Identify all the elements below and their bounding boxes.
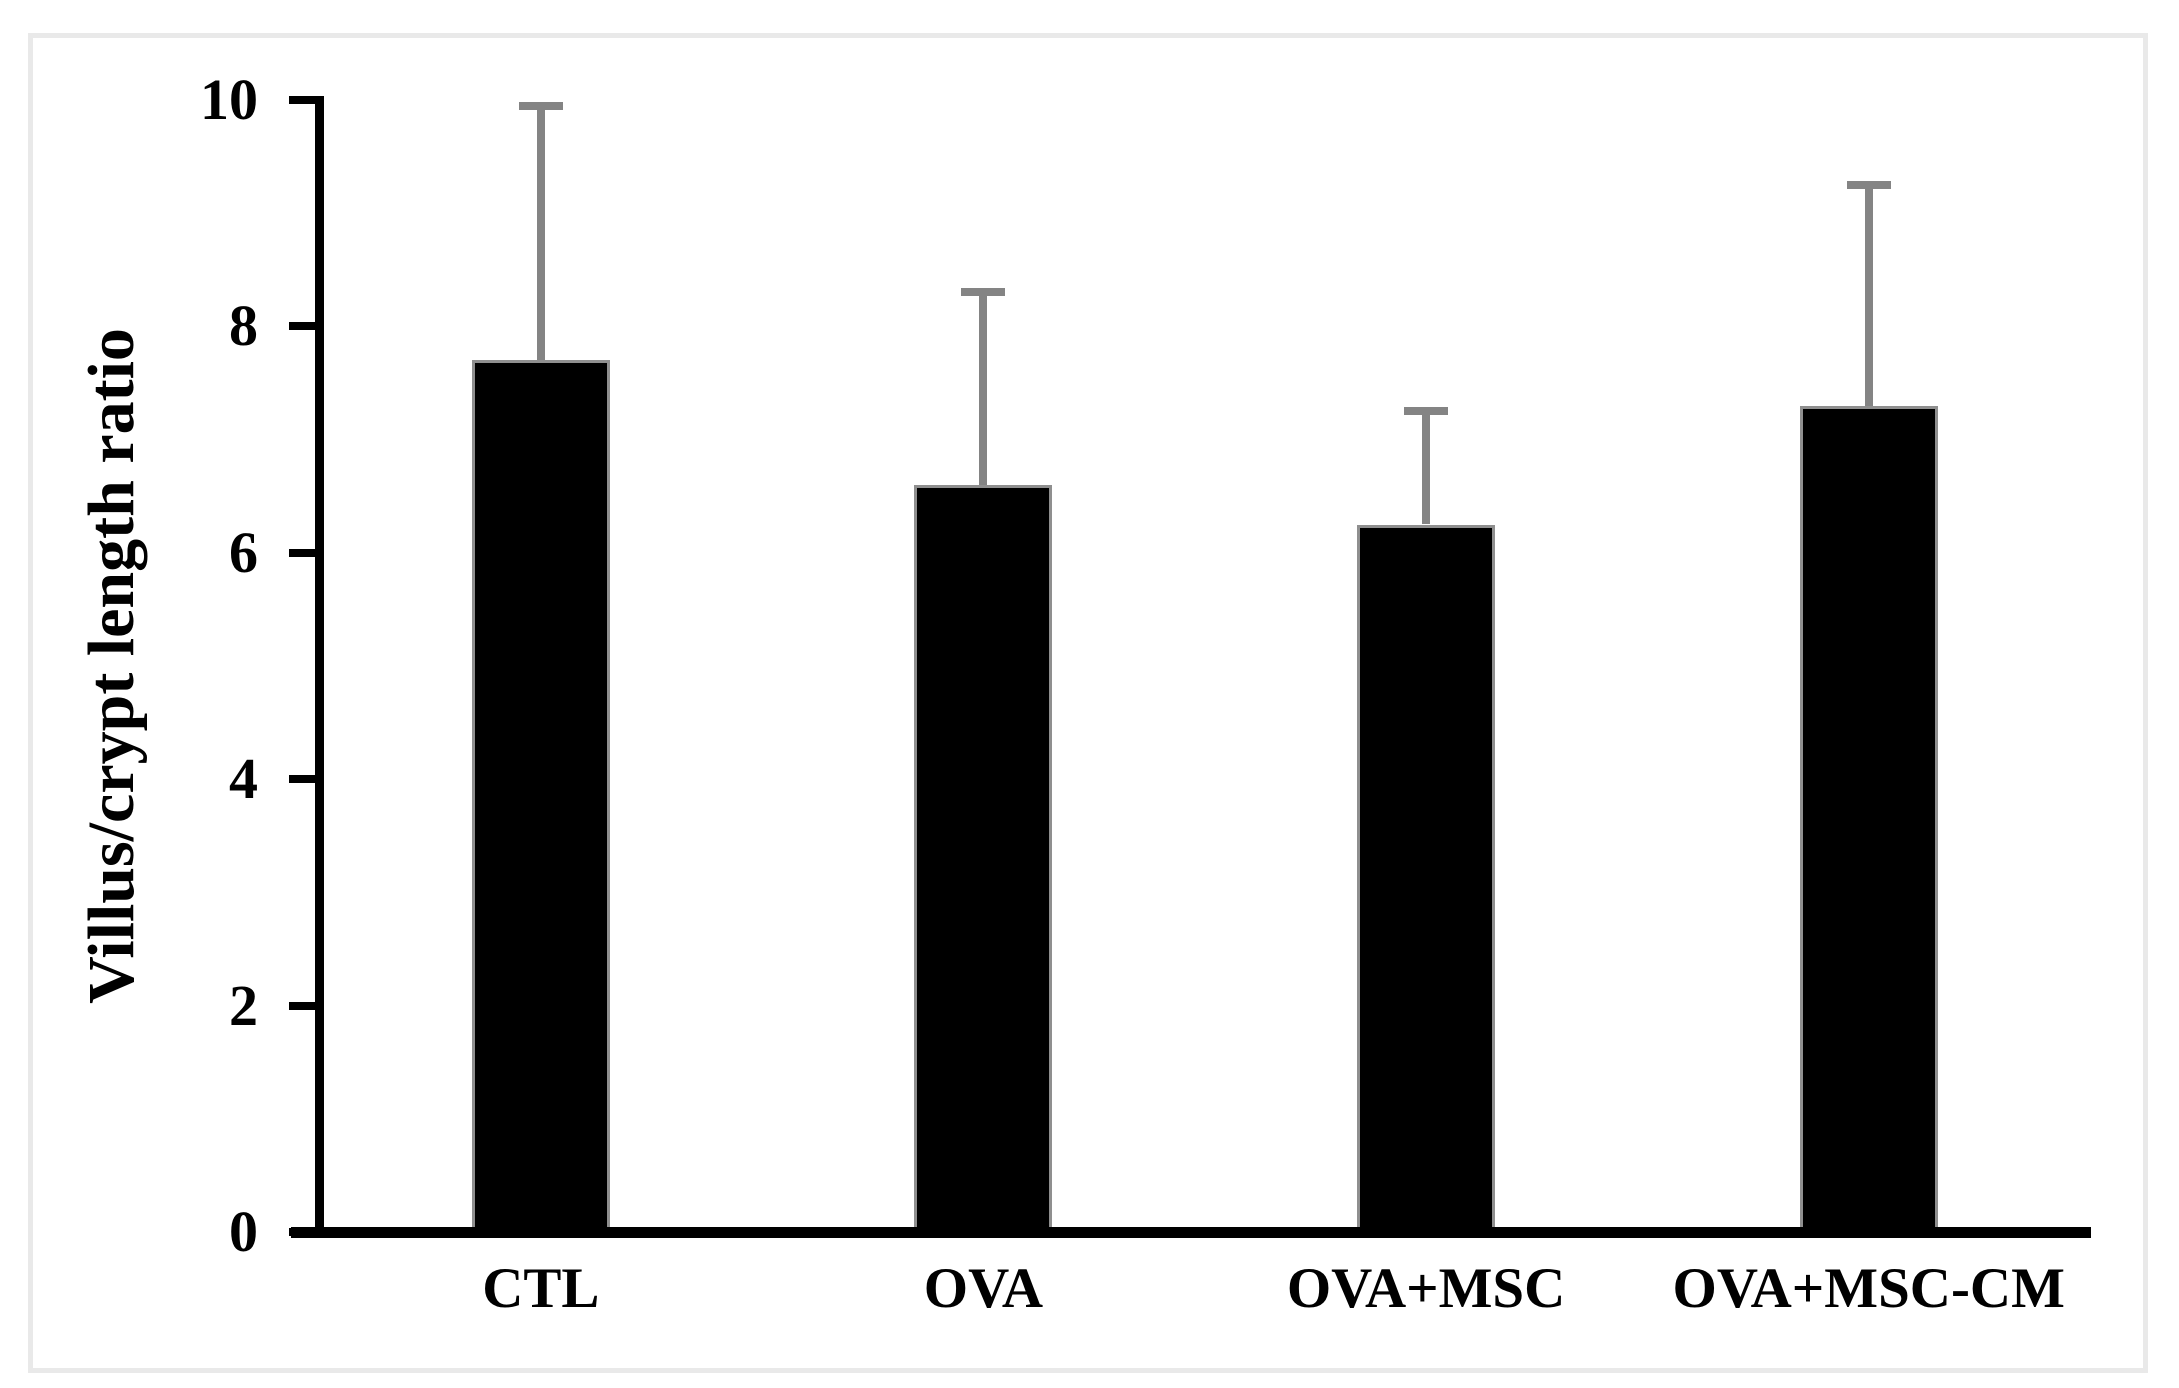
error-bar-line bbox=[1864, 184, 1873, 406]
error-bar-line bbox=[1422, 411, 1431, 525]
y-tick-label: 4 bbox=[229, 746, 258, 812]
error-bar-cap bbox=[1404, 407, 1449, 416]
x-axis-line bbox=[291, 1227, 2091, 1238]
bar-ova-msc bbox=[1357, 524, 1496, 1236]
y-tick-mark bbox=[289, 322, 315, 331]
x-category-label: OVA+MSC-CM bbox=[1672, 1257, 2065, 1320]
bar-ova bbox=[914, 484, 1053, 1236]
error-bar-line bbox=[536, 105, 545, 361]
y-tick-label: 6 bbox=[229, 519, 258, 585]
y-tick-mark bbox=[289, 775, 315, 784]
error-bar-cap bbox=[518, 101, 563, 110]
figure-frame bbox=[28, 33, 2148, 1373]
bar-ctl bbox=[471, 360, 610, 1236]
y-tick-mark bbox=[289, 548, 315, 557]
y-tick-mark bbox=[289, 1001, 315, 1010]
y-tick-label: 2 bbox=[229, 972, 258, 1038]
y-tick-mark bbox=[289, 96, 315, 104]
x-category-label: OVA+MSC bbox=[1286, 1257, 1566, 1320]
y-axis-title: Villus/crypt length ratio bbox=[75, 328, 148, 1004]
error-bar-cap bbox=[1846, 180, 1891, 189]
y-tick-label: 8 bbox=[229, 293, 258, 359]
y-axis-line bbox=[315, 96, 324, 1238]
y-tick-mark bbox=[289, 1228, 315, 1236]
y-tick-label: 0 bbox=[229, 1199, 258, 1264]
x-category-label: CTL bbox=[482, 1257, 600, 1320]
bar-ova-msc-cm bbox=[1799, 405, 1938, 1236]
x-category-label: OVA bbox=[923, 1257, 1044, 1320]
error-bar-line bbox=[979, 292, 988, 485]
error-bar-cap bbox=[961, 288, 1006, 297]
y-tick-label: 10 bbox=[200, 67, 258, 132]
